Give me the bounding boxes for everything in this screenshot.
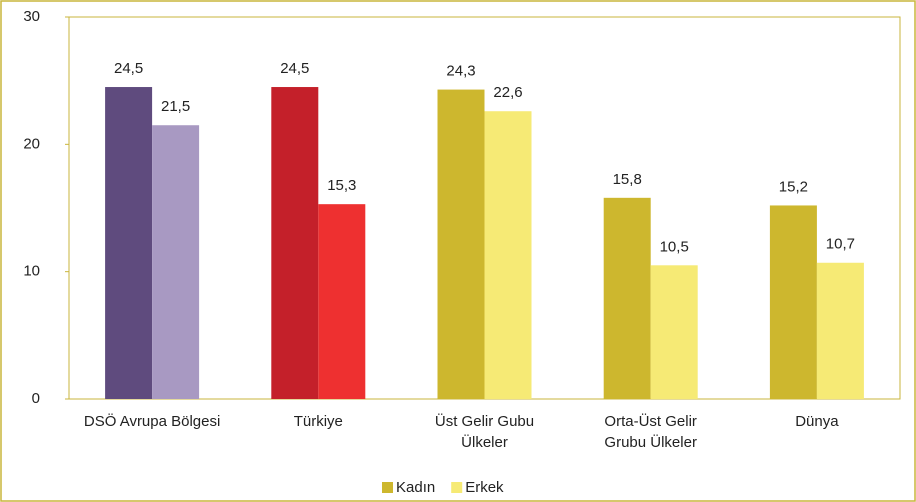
y-tick-label: 20 [23,135,40,152]
data-label: 15,2 [779,178,808,195]
bar [603,197,651,399]
bar [152,125,200,399]
legend-swatch [382,482,393,493]
x-tick-label: DSÖ Avrupa Bölgesi [83,413,221,430]
data-label: 15,8 [613,171,642,188]
bar [650,265,698,399]
x-tick-label: Dünya [795,413,839,430]
legend-label: Kadın [396,479,435,496]
x-tick-label: Türkiye [293,413,343,430]
y-tick-label: 30 [23,8,40,25]
bar [105,87,153,400]
bar [437,89,485,399]
legend-swatch [451,482,463,493]
data-label: 10,7 [826,236,855,253]
data-label: 24,5 [114,60,143,77]
bar [816,262,864,399]
y-tick-label: 10 [23,263,40,280]
bar [484,111,532,399]
data-label: 21,5 [161,98,190,115]
bar [271,87,319,400]
data-label: 24,5 [280,60,309,77]
data-label: 10,5 [660,238,689,255]
data-label: 15,3 [327,177,356,194]
legend-label: Erkek [465,479,504,496]
x-tick-label: Orta-Üst Gelir Grubu Ülkeler [604,413,697,451]
x-tick-label: Üst Gelir Gubu Ülkeler [434,413,535,451]
y-tick-label: 0 [32,390,40,407]
data-label: 22,6 [493,84,522,101]
data-label: 24,3 [446,63,475,80]
bar [318,204,366,399]
bar [769,205,817,399]
